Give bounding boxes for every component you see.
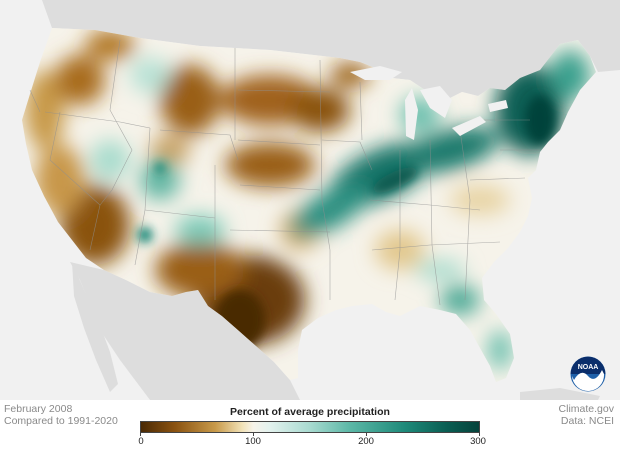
noaa-logo-icon: NOAA <box>570 356 606 392</box>
legend-tick <box>253 433 254 436</box>
noaa-logo-text: NOAA <box>578 364 599 371</box>
date-label: February 2008 <box>4 403 73 415</box>
mexico-landmass <box>70 262 300 400</box>
legend-tick-label: 200 <box>358 436 374 447</box>
baja-peninsula <box>72 262 118 392</box>
legend-tick-label: 300 <box>470 436 486 447</box>
legend-tick-label: 100 <box>245 436 261 447</box>
canada-landmass <box>0 0 620 98</box>
precipitation-map <box>0 0 620 400</box>
precipitation-field <box>25 30 590 370</box>
legend-title: Percent of average precipitation <box>230 406 390 418</box>
source-label: Data: NCEI <box>560 415 614 427</box>
state-borders <box>29 39 540 306</box>
footer-bar: February 2008 Compared to 1991-2020 Perc… <box>0 400 620 450</box>
legend-tick <box>140 433 141 436</box>
legend-tick <box>479 433 480 436</box>
credit-label: Climate.gov <box>558 403 614 415</box>
baseline-label: Compared to 1991-2020 <box>4 415 118 427</box>
legend-tick-label: 0 <box>138 436 144 447</box>
legend-color-bar <box>140 421 480 433</box>
map-svg <box>0 0 620 400</box>
great-lakes <box>350 66 508 140</box>
cuba-island <box>520 388 600 400</box>
legend-tick <box>366 433 367 436</box>
